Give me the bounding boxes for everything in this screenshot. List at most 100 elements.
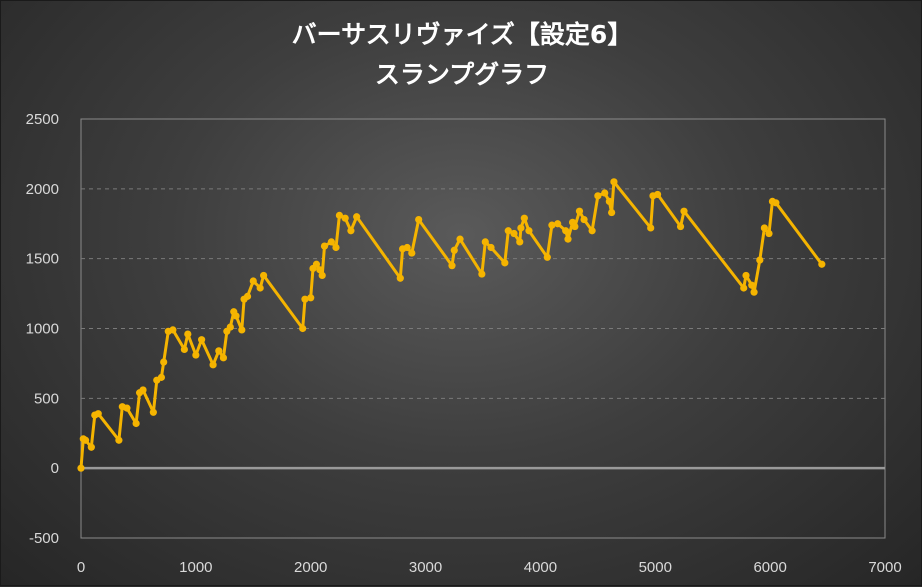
data-point (575, 207, 584, 215)
x-tick-label: 0 (77, 559, 85, 576)
data-point (742, 271, 750, 280)
data-point (415, 215, 423, 224)
data-point (347, 227, 355, 235)
x-tick-label: 3000 (409, 559, 442, 576)
y-tick-label: 500 (34, 390, 59, 407)
y-tick-label: -500 (29, 530, 59, 547)
data-point (215, 347, 223, 355)
data-point (341, 214, 349, 222)
data-point (765, 229, 773, 238)
data-point (588, 227, 596, 235)
data-point (543, 253, 551, 261)
y-tick-label: 1000 (26, 321, 59, 338)
x-tick-label: 7000 (868, 559, 901, 576)
x-tick-label: 4000 (524, 559, 557, 576)
data-point (680, 207, 688, 215)
data-point (594, 192, 602, 200)
data-point (260, 271, 268, 280)
data-point (403, 243, 411, 252)
data-point (209, 361, 217, 369)
data-point (301, 295, 309, 303)
y-tick-label: 2500 (26, 111, 59, 128)
data-point (81, 436, 90, 444)
data-point (316, 266, 324, 274)
data-point (77, 464, 85, 472)
data-point (504, 227, 512, 235)
data-point (456, 235, 464, 243)
data-point (335, 211, 344, 219)
chart-title: バーサスリヴァイズ【設定6】 (291, 20, 633, 49)
data-point (184, 330, 192, 338)
data-point (610, 178, 618, 186)
data-point (139, 386, 147, 394)
data-point (448, 262, 456, 270)
data-point (332, 243, 340, 252)
data-point (353, 213, 361, 221)
data-point (232, 312, 240, 320)
y-tick-label: 0 (51, 460, 59, 477)
data-point (772, 199, 780, 207)
data-point (653, 190, 662, 199)
chart-subtitle: スランプグラフ (374, 60, 550, 89)
data-point (450, 246, 458, 254)
data-point (238, 326, 246, 334)
series-line (79, 180, 824, 469)
data-point (149, 408, 157, 416)
data-point (307, 294, 315, 302)
data-point (327, 238, 335, 246)
data-point (256, 284, 264, 292)
data-point (564, 235, 572, 243)
data-point (608, 208, 616, 217)
data-point (517, 224, 525, 232)
data-point (487, 243, 495, 252)
x-tick-label: 1000 (179, 559, 212, 576)
data-point (123, 404, 131, 412)
data-point (219, 354, 228, 362)
data-point (748, 281, 756, 289)
data-point (481, 238, 489, 246)
data-point (198, 336, 206, 344)
data-point (516, 238, 524, 246)
data-point (169, 326, 177, 334)
x-tick-label: 6000 (753, 559, 786, 576)
data-point (408, 249, 416, 257)
data-point (192, 351, 200, 359)
y-tick-label: 1500 (26, 251, 59, 268)
data-point (115, 436, 123, 444)
data-point (525, 227, 533, 235)
data-point (510, 229, 518, 238)
data-point (132, 419, 140, 428)
data-point (647, 224, 655, 232)
data-point (478, 270, 486, 278)
data-point (249, 277, 257, 285)
data-point (157, 373, 165, 381)
data-point (180, 345, 188, 354)
data-point (580, 215, 588, 224)
data-point (756, 256, 764, 264)
data-point (571, 222, 579, 231)
data-point (548, 221, 556, 229)
x-tick-label: 2000 (294, 559, 327, 576)
data-point (818, 260, 826, 268)
data-point (312, 260, 321, 268)
data-point (740, 284, 748, 292)
data-point (601, 189, 609, 197)
data-point (160, 358, 168, 366)
data-point (520, 214, 528, 222)
data-point (243, 292, 252, 300)
data-point (94, 410, 102, 418)
data-point (605, 197, 613, 206)
data-point (226, 323, 234, 331)
data-point (396, 274, 404, 282)
data-point (320, 242, 329, 250)
data-point (676, 222, 685, 231)
data-point (318, 271, 326, 280)
data-point (299, 324, 307, 333)
data-point (750, 288, 758, 296)
data-point (554, 220, 562, 228)
data-point (760, 224, 769, 232)
data-point (562, 227, 570, 235)
y-tick-label: 2000 (26, 181, 59, 198)
